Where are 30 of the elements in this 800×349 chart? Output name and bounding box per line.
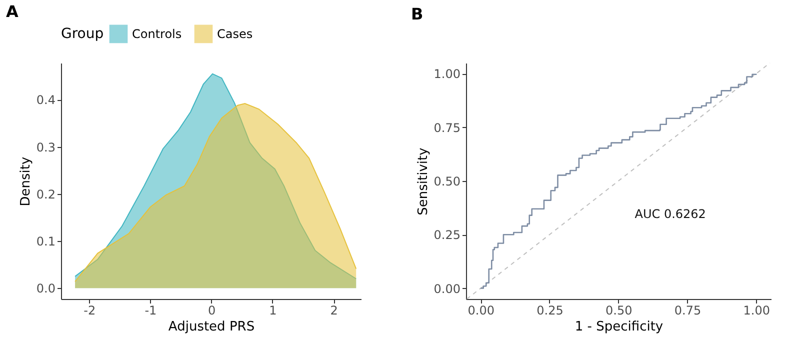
x-axis-title: 1 - Specificity	[574, 320, 664, 334]
x-tick-label: 0.25	[536, 304, 564, 318]
y-tick-label: 0.50	[434, 174, 460, 188]
chart-title: B	[411, 4, 424, 24]
x-tick-label: 1.00	[743, 304, 770, 318]
y-tick-label: 0.75	[434, 120, 460, 135]
x-tick-label: 1	[269, 304, 277, 318]
legend-title: Group	[61, 26, 104, 42]
x-tick-label: 0.00	[468, 304, 494, 318]
y-axis-title: Sensitivity	[416, 147, 431, 216]
legend-label: Controls	[132, 26, 182, 41]
x-tick-label: -2	[84, 304, 96, 318]
annotation: AUC 0.6262	[634, 207, 706, 222]
x-axis-title: Adjusted PRS	[168, 320, 255, 334]
y-tick-label: 0.4	[36, 93, 56, 108]
legend-label: Cases	[217, 26, 253, 41]
y-tick-label: 0.0	[36, 282, 56, 296]
x-tick-label: 0	[208, 304, 216, 318]
chart-title: A	[6, 2, 19, 21]
x-tick-label: -1	[144, 304, 157, 318]
y-tick-label: 0.1	[36, 234, 56, 249]
x-tick-label: 0.50	[606, 304, 632, 318]
y-tick-label: 0.00	[434, 282, 460, 296]
x-tick-label: 2	[330, 304, 338, 318]
y-tick-label: 0.3	[36, 140, 56, 154]
y-tick-label: 1.00	[434, 67, 460, 82]
y-tick-label: 0.25	[434, 228, 460, 242]
y-axis-title: Density	[18, 156, 34, 206]
y-tick-label: 0.2	[36, 187, 56, 202]
x-tick-label: 0.75	[674, 304, 702, 318]
